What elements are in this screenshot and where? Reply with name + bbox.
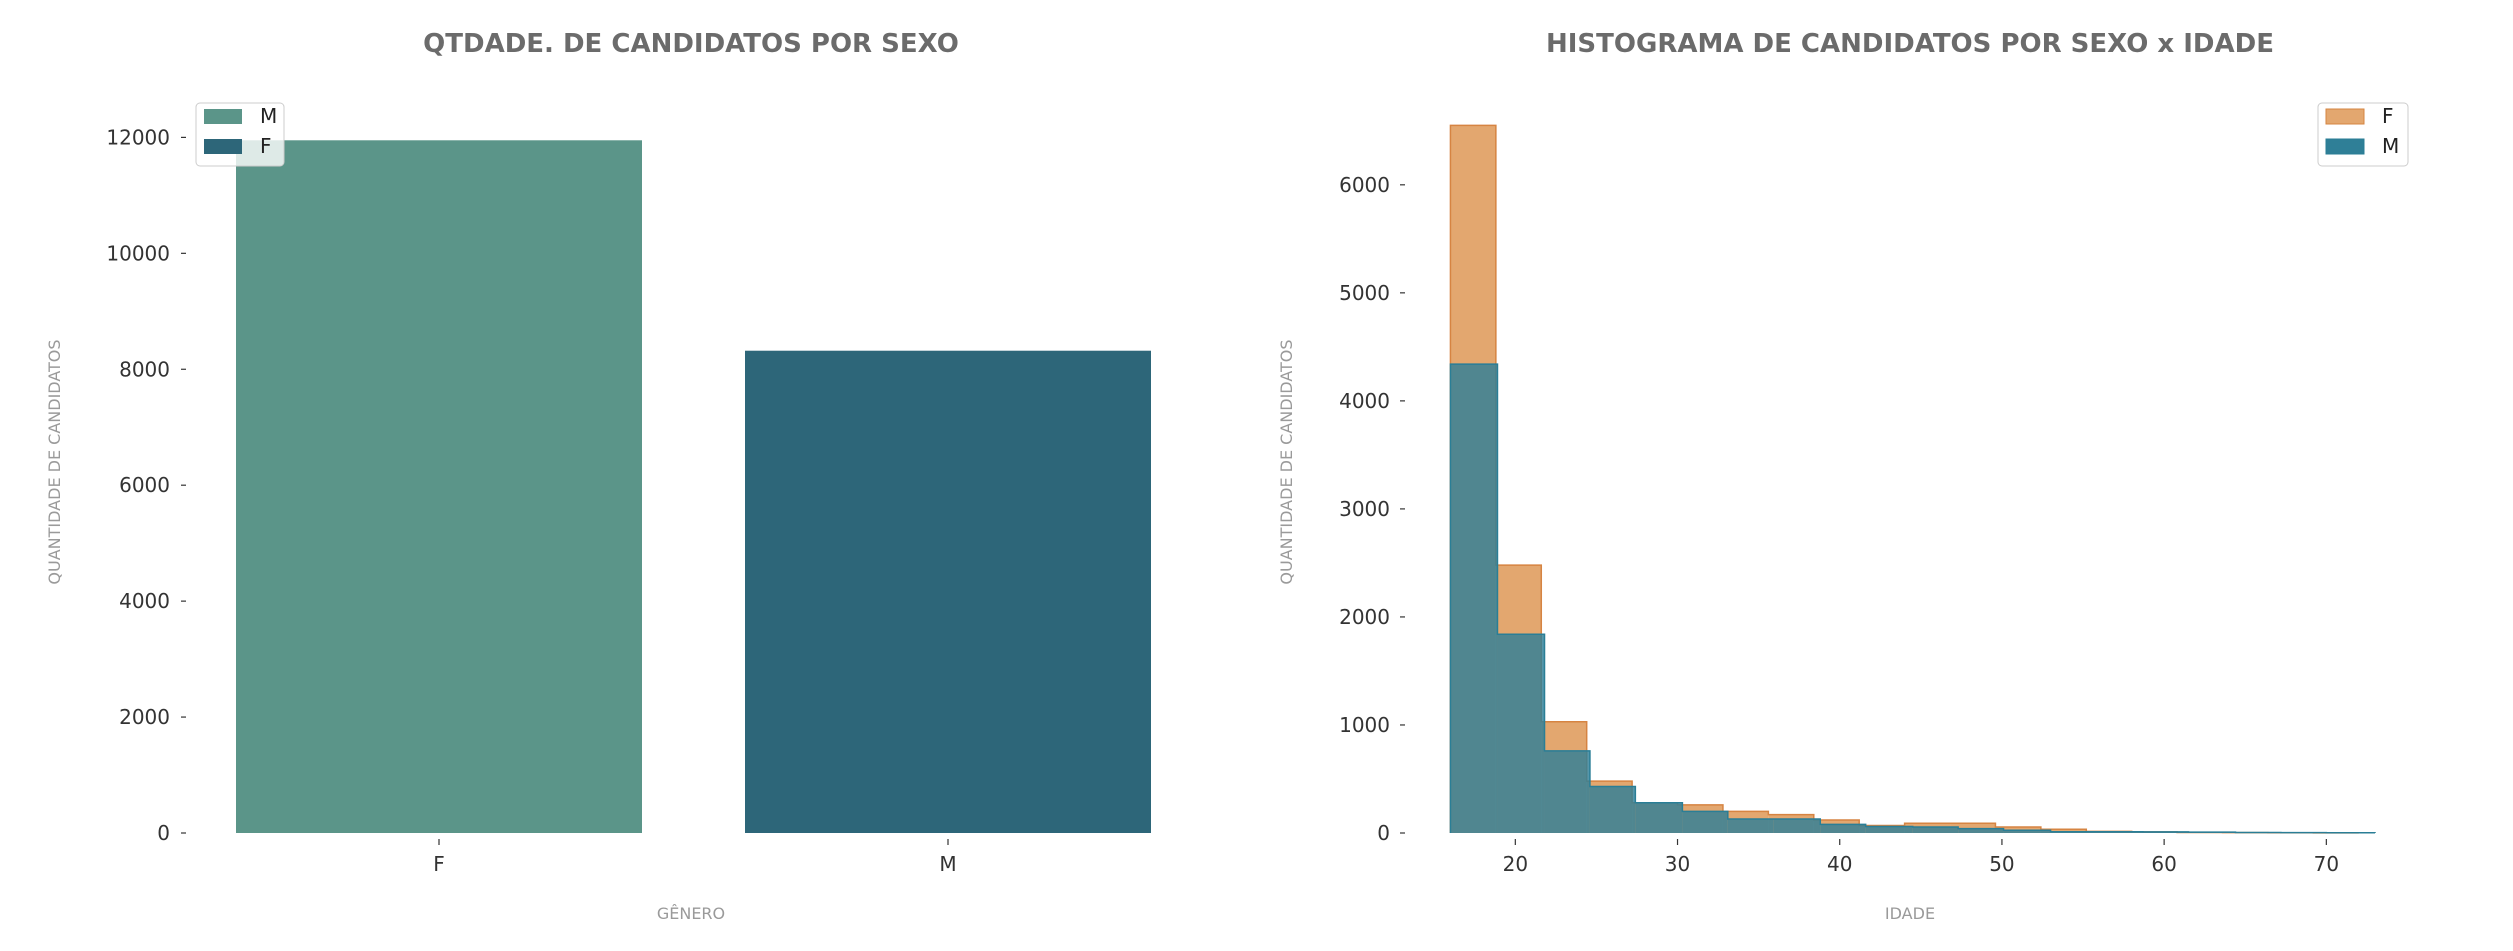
bar-chart-bars xyxy=(236,140,1151,833)
y-tick-label: 5000 xyxy=(1339,281,1390,305)
x-tick-label: 50 xyxy=(1989,852,2014,876)
legend-label: M xyxy=(2382,134,2399,158)
y-tick-label: 4000 xyxy=(1339,389,1390,413)
y-tick-label: 1000 xyxy=(1339,713,1390,737)
y-tick-label: 0 xyxy=(1377,821,1390,845)
histogram-legend: FM xyxy=(2317,102,2409,167)
histogram-bin xyxy=(1589,786,1636,833)
histogram-bin xyxy=(1865,826,1913,833)
histogram-y-ticks: 0 1000 2000 3000 4000 5000 6000 xyxy=(1339,173,1405,845)
x-tick-label: M xyxy=(939,852,956,876)
y-tick-label: 6000 xyxy=(119,473,170,497)
y-tick-label: 2000 xyxy=(119,705,170,729)
legend-swatch xyxy=(2325,108,2365,125)
histogram-y-label: QUANTIDADE DE CANDIDATOS xyxy=(1277,339,1296,584)
histogram-bin xyxy=(1544,750,1590,833)
histogram-sex-age: HISTOGRAMA DE CANDIDATOS POR SEXO x IDAD… xyxy=(1277,29,2409,923)
bar-m xyxy=(745,350,1151,833)
histogram-series-m xyxy=(1449,363,2376,834)
legend-label: F xyxy=(260,134,272,158)
y-tick-label: 8000 xyxy=(119,357,170,381)
histogram-bin xyxy=(1820,824,1866,833)
histogram-bin xyxy=(1958,828,2004,833)
bar-chart-y-label: QUANTIDADE DE CANDIDATOS xyxy=(45,339,64,584)
y-tick-label: 2000 xyxy=(1339,605,1390,629)
y-tick-label: 3000 xyxy=(1339,497,1390,521)
x-tick-label: F xyxy=(433,852,445,876)
x-tick-label: 40 xyxy=(1827,852,1852,876)
legend-swatch xyxy=(2325,138,2365,155)
x-tick-label: 70 xyxy=(2314,852,2339,876)
bar-chart-y-ticks: 0 2000 4000 6000 8000 10000 12000 xyxy=(106,125,186,845)
histogram-title: HISTOGRAMA DE CANDIDATOS POR SEXO x IDAD… xyxy=(1546,29,2274,59)
histogram-bin xyxy=(1450,364,1498,833)
y-tick-label: 12000 xyxy=(106,125,170,149)
legend-swatch xyxy=(204,109,242,124)
histogram-bars xyxy=(1449,124,2376,834)
y-tick-label: 6000 xyxy=(1339,173,1390,197)
y-tick-label: 0 xyxy=(157,821,170,845)
histogram-bin xyxy=(1635,802,1683,833)
bar-f xyxy=(236,140,642,833)
legend-swatch xyxy=(204,139,242,154)
histogram-bin xyxy=(1682,811,1728,833)
x-tick-label: 20 xyxy=(1503,852,1528,876)
histogram-x-ticks: 20 30 40 50 60 70 xyxy=(1503,839,2339,876)
y-tick-label: 10000 xyxy=(106,241,170,265)
histogram-x-label: IDADE xyxy=(1885,904,1935,923)
x-tick-label: 30 xyxy=(1665,852,1690,876)
histogram-bin xyxy=(1773,818,1821,833)
legend-label: M xyxy=(260,104,277,128)
histogram-bin xyxy=(1912,827,1959,833)
y-tick-label: 4000 xyxy=(119,589,170,613)
histogram-outline xyxy=(1449,124,2360,834)
bar-chart-sex: QTDADE. DE CANDIDATOS POR SEXO 0 2000 4000… xyxy=(45,29,1151,923)
histogram-bin xyxy=(1497,634,1545,833)
legend-label: F xyxy=(2382,104,2394,128)
histogram-bin xyxy=(2003,830,2051,833)
bar-chart-legend: MF xyxy=(195,102,285,167)
bar-chart-x-label: GÊNERO xyxy=(657,904,725,923)
histogram-outline xyxy=(1449,363,2376,834)
x-tick-label: 60 xyxy=(2151,852,2176,876)
histogram-bin xyxy=(1727,818,1774,833)
bar-chart-title: QTDADE. DE CANDIDATOS POR SEXO xyxy=(423,29,959,59)
histogram-series-f xyxy=(1449,124,2360,834)
